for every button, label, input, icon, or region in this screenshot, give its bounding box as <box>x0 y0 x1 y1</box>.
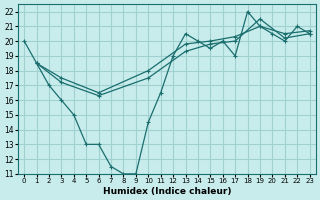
X-axis label: Humidex (Indice chaleur): Humidex (Indice chaleur) <box>103 187 231 196</box>
